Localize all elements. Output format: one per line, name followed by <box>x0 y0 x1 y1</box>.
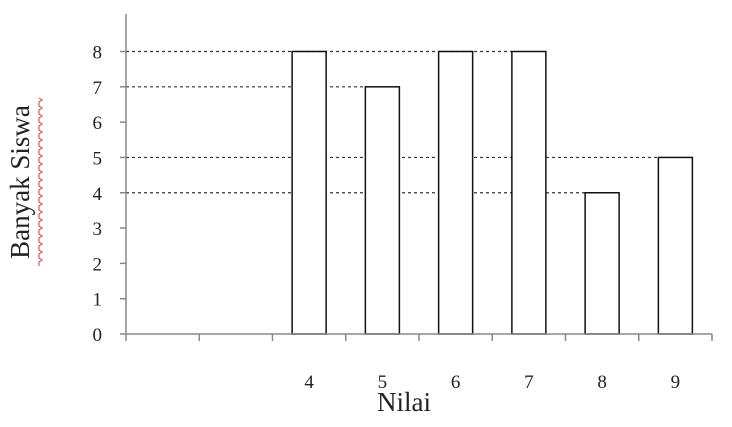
x-tick-label: 6 <box>451 372 461 393</box>
bar <box>291 50 327 335</box>
y-tick-label: 3 <box>93 219 103 240</box>
y-tick-label: 0 <box>93 325 103 346</box>
y-tick-label: 4 <box>93 184 103 205</box>
x-tick-label: 8 <box>597 372 607 393</box>
y-tick-label: 2 <box>93 254 103 275</box>
y-tick-label: 8 <box>93 43 103 64</box>
x-axis-title: Nilai <box>377 387 431 417</box>
y-ticks: 0 1 2 3 4 5 6 7 8 <box>93 43 126 346</box>
bar <box>657 156 694 335</box>
x-tick-label: 5 <box>378 372 388 393</box>
spellcheck-underline <box>38 97 44 266</box>
y-tick-label: 7 <box>93 78 103 99</box>
y-tick-label: 1 <box>93 290 103 311</box>
y-tick-label: 5 <box>93 148 103 169</box>
y-axis-title-group: Banyak Siswa <box>5 97 44 266</box>
x-tick-label: 4 <box>304 372 314 393</box>
bar <box>511 50 547 335</box>
y-axis-title: Banyak Siswa <box>5 105 35 259</box>
x-tick-label: 9 <box>671 372 681 393</box>
bar <box>437 50 474 335</box>
x-tick-label: 7 <box>524 372 534 393</box>
x-ticks: 4 5 6 7 8 9 <box>125 334 713 393</box>
y-tick-label: 6 <box>93 113 103 134</box>
bar <box>364 86 401 335</box>
bar <box>584 192 620 335</box>
axes <box>125 14 712 335</box>
